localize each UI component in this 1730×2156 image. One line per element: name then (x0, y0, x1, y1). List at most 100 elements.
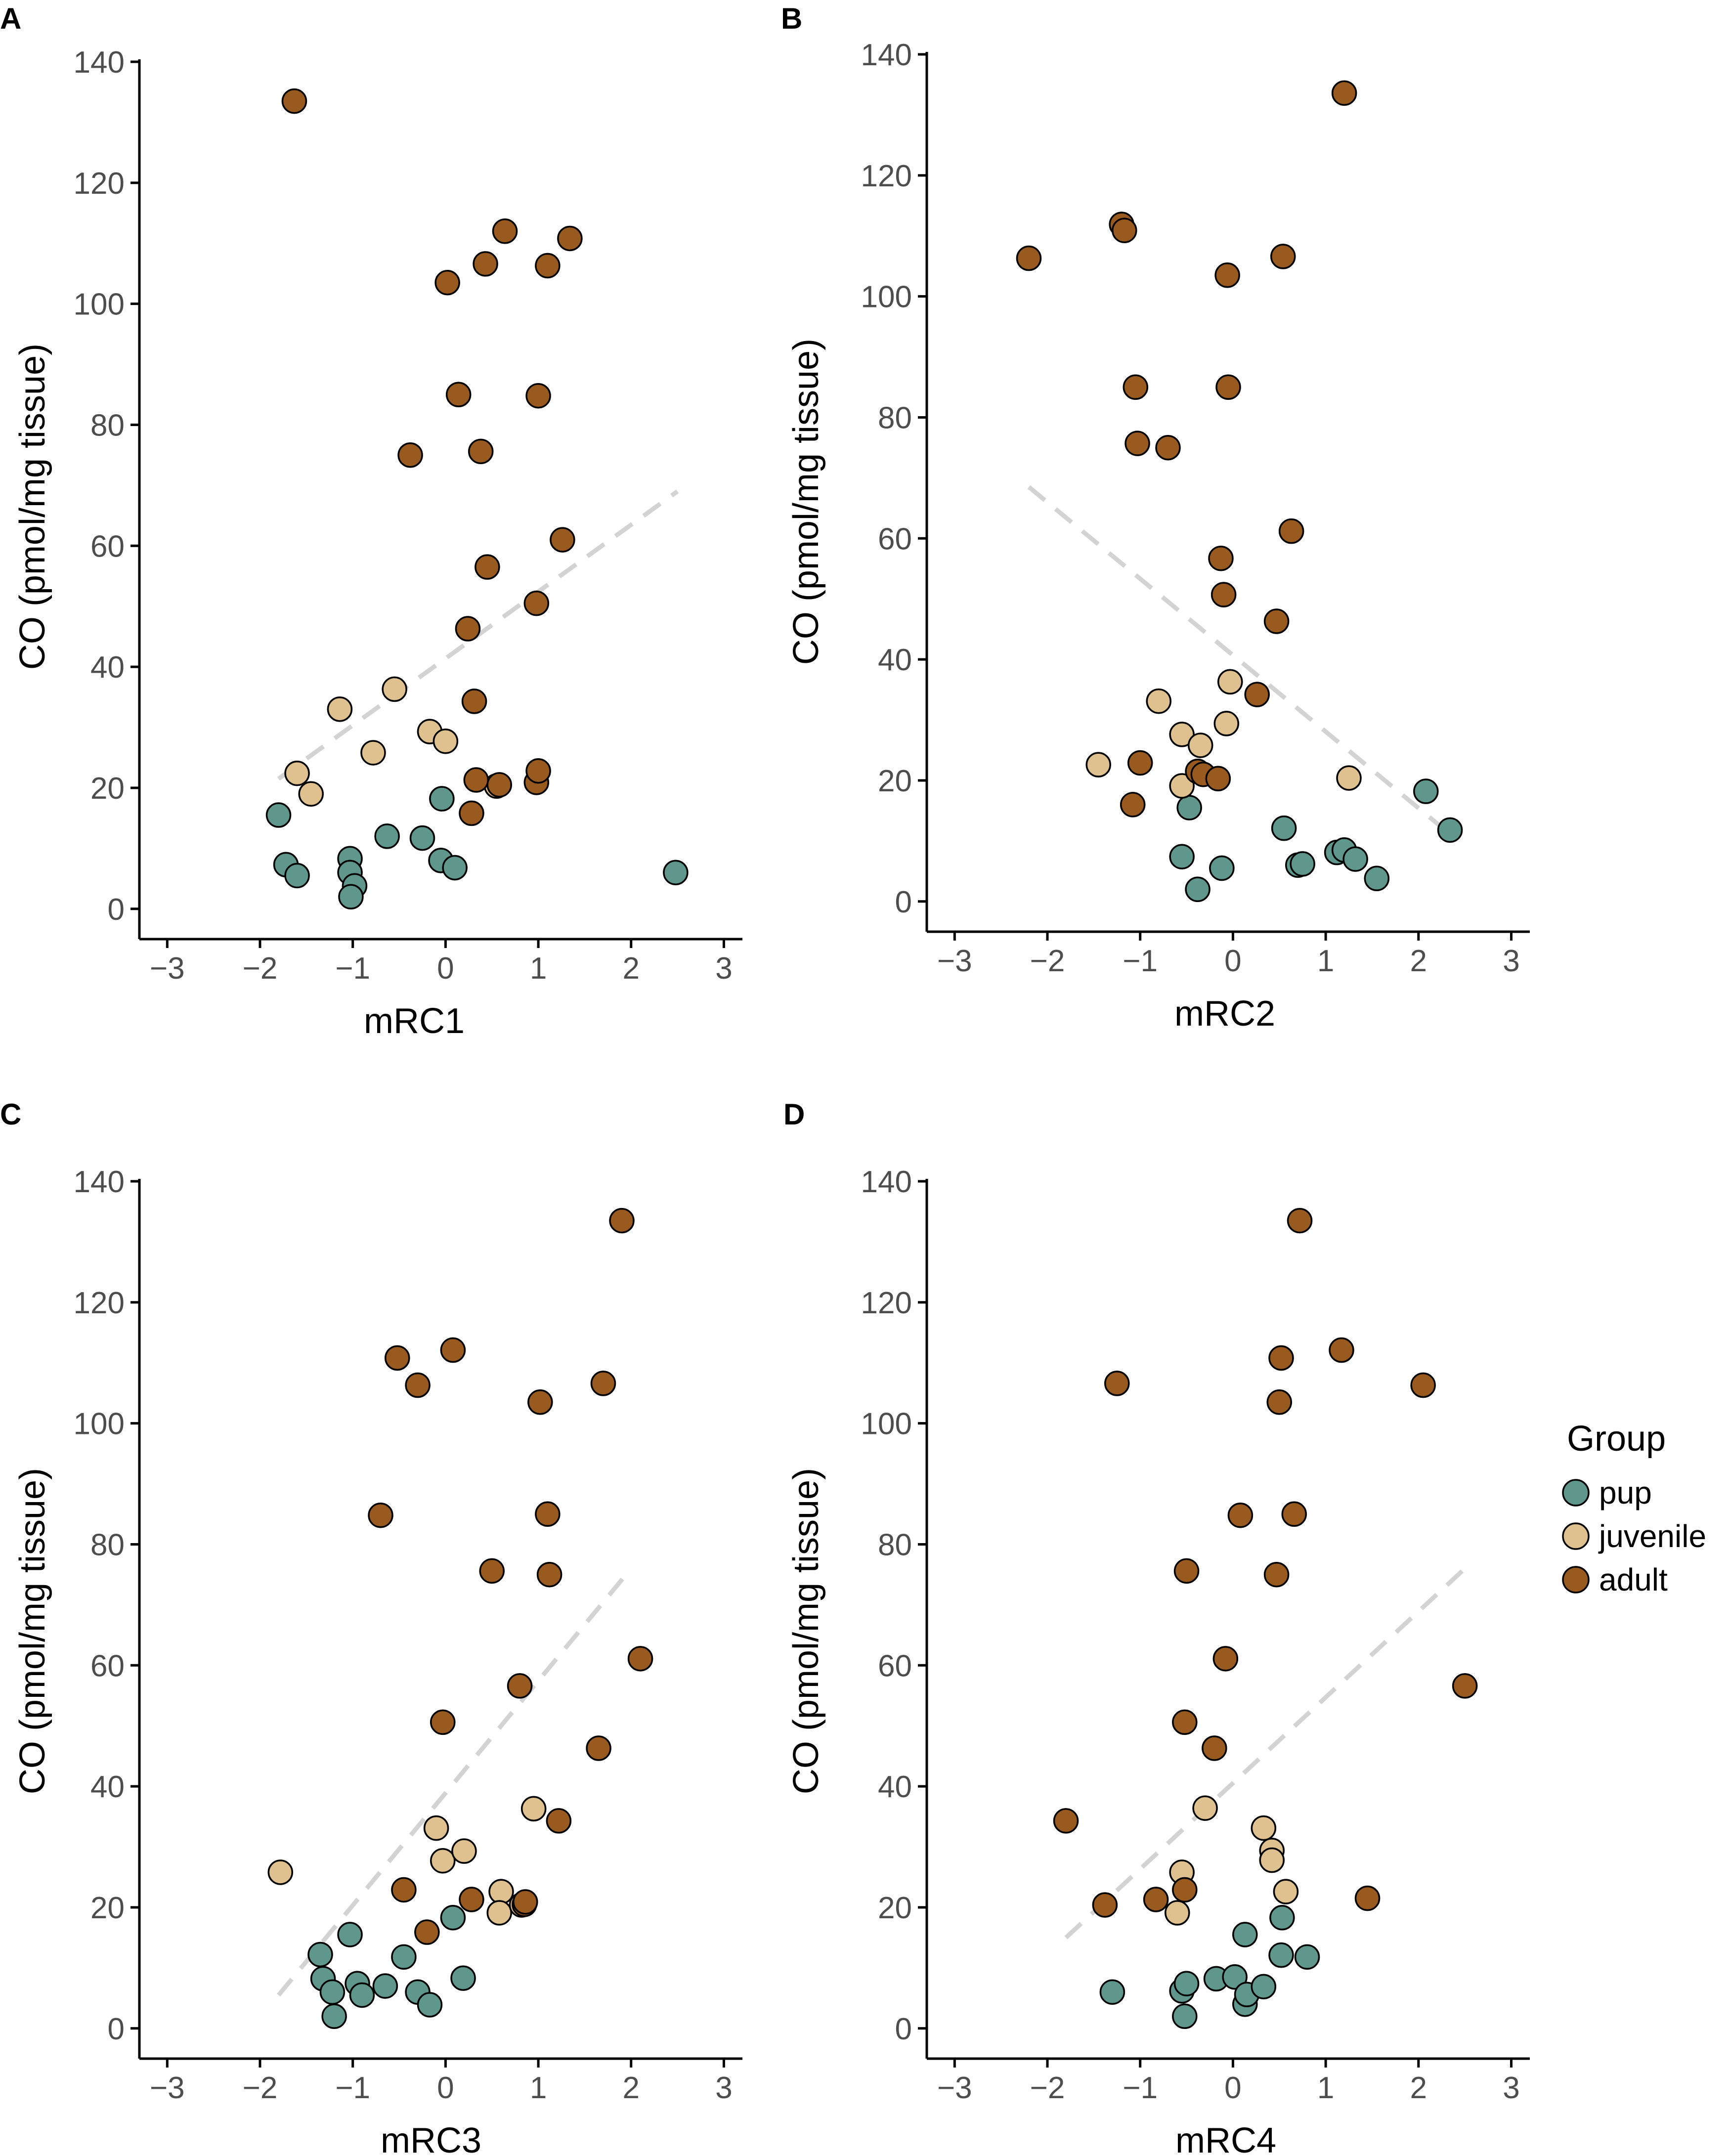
y-tick-label: 20 (90, 1891, 125, 1925)
y-tick-label: 40 (90, 650, 125, 685)
legend-label-adult: adult (1599, 1562, 1668, 1597)
point-juvenile (298, 781, 324, 807)
point-adult (430, 1709, 456, 1735)
point-adult (523, 590, 550, 616)
x-tick-label: −3 (150, 2071, 185, 2105)
point-pup (1176, 795, 1202, 820)
panel-label: A (0, 2, 21, 35)
point-pup (1169, 844, 1195, 869)
point-pup (1268, 1942, 1294, 1968)
x-tick-label: 0 (437, 2071, 454, 2105)
point-adult (527, 1389, 553, 1415)
point-juvenile (1259, 1847, 1285, 1873)
point-adult (525, 758, 551, 784)
point-adult (550, 527, 575, 553)
point-juvenile (520, 1796, 547, 1822)
point-adult (468, 438, 494, 465)
panel-d: D CO (pmol/mg tissue) mRC4 0204060801001… (783, 1098, 1530, 2156)
point-juvenile (486, 1900, 512, 1926)
point-pup (1290, 851, 1315, 877)
x-tick-label: −2 (243, 2071, 278, 2105)
x-tick-label: 0 (437, 951, 454, 986)
trend-line (1027, 485, 1453, 837)
point-adult (455, 616, 481, 642)
point-pup (1342, 846, 1368, 872)
point-adult (1155, 434, 1181, 461)
point-pup (1413, 778, 1439, 804)
y-tick-label: 40 (878, 643, 912, 677)
point-adult (445, 382, 472, 408)
x-tick-label: −2 (243, 951, 278, 986)
point-adult (368, 1502, 393, 1528)
x-tick-label: −1 (335, 2071, 370, 2105)
point-adult (492, 218, 518, 244)
point-adult (1354, 1885, 1381, 1911)
point-juvenile (1192, 1795, 1218, 1821)
point-adult (1227, 1502, 1254, 1528)
point-adult (525, 383, 551, 409)
point-juvenile (1146, 688, 1171, 714)
panel-a: A CO (pmol/mg tissue) mRC1 0204060801001… (0, 2, 742, 1041)
y-axis-title: CO (pmol/mg tissue) (786, 339, 826, 665)
y-tick-label: 0 (895, 2012, 912, 2046)
point-adult (1053, 1808, 1079, 1834)
y-tick-label: 20 (878, 764, 912, 798)
point-pup (338, 884, 364, 910)
point-pup (284, 862, 310, 889)
point-adult (1329, 1337, 1354, 1363)
point-juvenile (1213, 711, 1239, 736)
y-tick-label: 140 (74, 1165, 125, 1199)
point-adult (475, 554, 500, 580)
point-pup (663, 860, 689, 886)
y-tick-label: 100 (861, 1407, 912, 1441)
point-pup (1364, 865, 1390, 892)
point-adult (1112, 217, 1137, 243)
x-tick-label: 2 (623, 951, 640, 986)
point-adult (1173, 1558, 1200, 1584)
y-tick-label: 100 (861, 280, 912, 314)
x-tick-label: 2 (623, 2071, 640, 2105)
point-adult (1172, 1877, 1198, 1903)
x-axis-title: mRC4 (1175, 2121, 1276, 2156)
point-pup (1173, 1971, 1200, 1996)
point-juvenile (1169, 722, 1195, 747)
point-juvenile (1187, 733, 1213, 758)
point-adult (535, 1501, 561, 1527)
point-juvenile (1273, 1879, 1299, 1904)
point-juvenile (488, 1879, 514, 1904)
point-pup (1172, 2003, 1198, 2029)
x-tick-label: 0 (1224, 2071, 1241, 2105)
x-tick-label: −2 (1030, 944, 1065, 978)
point-pup (1185, 876, 1211, 903)
point-adult (1266, 1389, 1292, 1415)
point-pup (440, 1905, 466, 1931)
point-pup (409, 825, 435, 851)
point-adult (459, 1887, 484, 1912)
y-tick-label: 120 (861, 1286, 912, 1320)
legend-title: Group (1567, 1419, 1666, 1459)
point-adult (1263, 608, 1290, 634)
y-tick-label: 0 (108, 893, 125, 927)
y-tick-label: 0 (895, 885, 912, 919)
point-juvenile (1217, 669, 1243, 695)
y-tick-label: 80 (878, 401, 912, 435)
x-tick-label: 3 (715, 951, 732, 986)
point-adult (281, 88, 307, 114)
point-adult (1410, 1372, 1436, 1398)
y-tick-label: 140 (861, 38, 912, 72)
point-adult (1202, 1735, 1227, 1761)
x-tick-label: −1 (1123, 2071, 1158, 2105)
y-tick-label: 60 (878, 522, 912, 556)
legend-label-juvenile: juvenile (1598, 1518, 1706, 1554)
legend-swatch-juvenile (1562, 1522, 1590, 1550)
point-adult (1205, 766, 1231, 792)
x-tick-label: −1 (1123, 944, 1158, 978)
point-adult (397, 442, 423, 468)
point-pup (374, 823, 400, 849)
x-axis-title: mRC1 (364, 1001, 465, 1041)
point-juvenile (1085, 752, 1111, 777)
y-tick-label: 140 (74, 45, 125, 80)
point-pup (349, 1982, 375, 2008)
point-adult (535, 253, 561, 279)
